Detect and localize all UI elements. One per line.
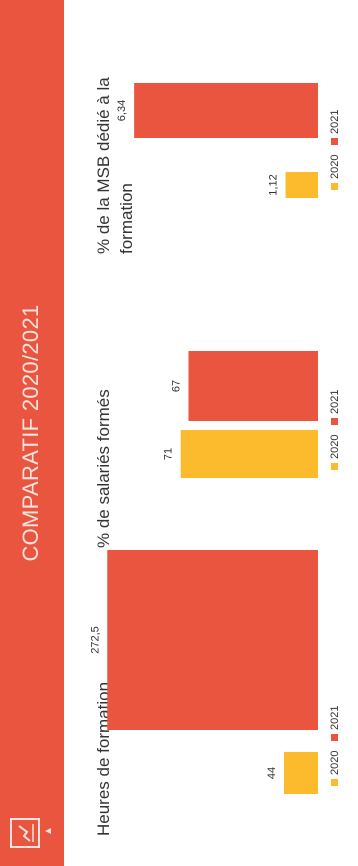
bar-chart2-2021 — [188, 351, 318, 421]
bar-chart3-2020 — [285, 172, 318, 198]
line-chart-icon — [10, 818, 40, 848]
legend-label-chart3-2021: 2021 — [329, 110, 341, 134]
data-label-chart1-2021: 272,5 — [89, 626, 101, 654]
legend-swatch-chart2-2021 — [331, 418, 338, 425]
legend-label-chart3-2020: 2020 — [329, 155, 341, 179]
legend-label-chart2-2020: 2020 — [329, 435, 341, 459]
legend-swatch-chart1-2020 — [331, 779, 338, 786]
data-label-chart2-2020: 71 — [163, 448, 175, 460]
legend-label-chart1-2021: 2021 — [329, 706, 341, 730]
bar-chart3-2021 — [134, 83, 318, 138]
legend-swatch-chart1-2021 — [331, 734, 338, 741]
legend-swatch-chart3-2020 — [331, 183, 338, 190]
legend-label-chart1-2020: 2020 — [329, 751, 341, 775]
legend-swatch-chart2-2020 — [331, 463, 338, 470]
data-label-chart3-2020: 1,12 — [268, 174, 280, 195]
data-label-chart1-2020: 44 — [266, 767, 278, 779]
data-label-chart3-2021: 6,34 — [116, 100, 128, 121]
bar-chart2-2020 — [180, 430, 318, 478]
legend-label-chart2-2021: 2021 — [329, 390, 341, 414]
bar-chart1-2021 — [107, 550, 319, 730]
data-label-chart2-2021: 67 — [170, 380, 182, 392]
header-banner: ▲ COMPARATIF 2020/2021 — [0, 0, 64, 866]
bar-chart1-2020 — [283, 752, 318, 794]
legend-swatch-chart3-2021 — [331, 138, 338, 145]
